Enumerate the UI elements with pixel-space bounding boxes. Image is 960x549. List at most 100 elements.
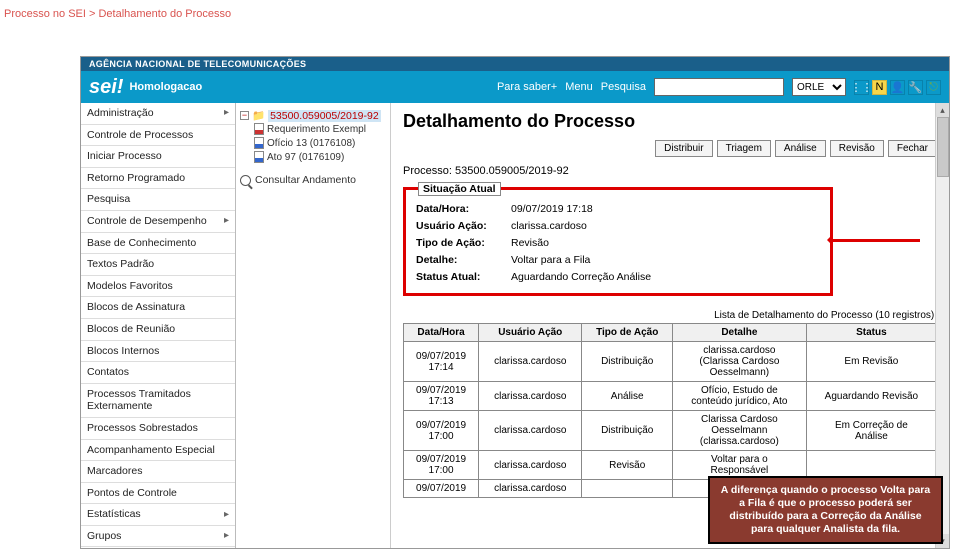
sidebar-item[interactable]: Controle de Desempenho▸ [81, 211, 235, 233]
top-links: Para saber+ Menu Pesquisa ORLE ⋮⋮N👤🔧⎋ [497, 78, 941, 96]
table-cell: clarissa.cardoso [479, 451, 582, 480]
config-icon[interactable]: 🔧 [908, 80, 923, 95]
unit-select[interactable]: ORLE [792, 78, 846, 96]
action-fechar-button[interactable]: Fechar [888, 140, 937, 157]
table-header: Status [806, 324, 936, 342]
table-cell: Distribuição [582, 411, 673, 451]
chevron-right-icon: ▸ [224, 530, 229, 542]
table-row: 09/07/2019 17:13clarissa.cardosoAnáliseO… [404, 382, 937, 411]
sidebar-item[interactable]: Base de Conhecimento [81, 233, 235, 255]
sidebar-item[interactable]: Marcadores [81, 461, 235, 483]
top-bar: sei! Homologacao Para saber+ Menu Pesqui… [81, 71, 949, 103]
sidebar-item[interactable]: Administração▸ [81, 103, 235, 125]
status-row: Usuário Ação:clarissa.cardoso [416, 217, 820, 234]
table-cell [582, 480, 673, 498]
search-input[interactable] [654, 78, 784, 96]
process-tree: − 📁 53500.059005/2019-92 Requerimento Ex… [236, 103, 391, 548]
table-cell: 09/07/2019 17:13 [404, 382, 479, 411]
sidebar-item[interactable]: Modelos Favoritos [81, 276, 235, 298]
link-menu[interactable]: Menu [565, 81, 593, 93]
sidebar-item[interactable]: Pesquisa [81, 189, 235, 211]
sidebar-item[interactable]: Contatos [81, 362, 235, 384]
sidebar: Administração▸Controle de ProcessosInici… [81, 103, 236, 548]
sidebar-item[interactable]: Acompanhamento Especial [81, 440, 235, 462]
sidebar-item[interactable]: Blocos de Assinatura [81, 297, 235, 319]
tree-root-label: 53500.059005/2019-92 [268, 110, 381, 122]
table-header: Tipo de Ação [582, 324, 673, 342]
table-header: Data/Hora [404, 324, 479, 342]
action-buttons: Distribuir TriagemAnáliseRevisãoFechar [403, 140, 937, 157]
table-header: Usuário Ação [479, 324, 582, 342]
table-cell: clarissa.cardoso [479, 382, 582, 411]
table-cell: Ofício, Estudo de conteúdo jurídico, Ato [673, 382, 807, 411]
table-cell: Análise [582, 382, 673, 411]
note-icon[interactable]: N [872, 80, 887, 95]
sidebar-item[interactable]: Blocos de Reunião [81, 319, 235, 341]
status-box: Situação Atual Data/Hora:09/07/2019 17:1… [403, 187, 833, 296]
user-icon[interactable]: 👤 [890, 80, 905, 95]
sidebar-item[interactable]: Retorno Programado [81, 168, 235, 190]
consult-andamento-link[interactable]: Consultar Andamento [240, 174, 386, 186]
callout-arrow [830, 239, 920, 242]
tree-document[interactable]: Ato 97 (0176109) [254, 150, 386, 164]
sidebar-item[interactable]: Controle de Processos [81, 125, 235, 147]
agency-bar: AGÊNCIA NACIONAL DE TELECOMUNICAÇÕES [81, 57, 949, 71]
table-cell: Clarissa Cardoso Oesselmann (clarissa.ca… [673, 411, 807, 451]
table-cell: 09/07/2019 17:00 [404, 451, 479, 480]
sidebar-item[interactable]: Grupos▸ [81, 526, 235, 548]
table-cell: clarissa.cardoso [479, 411, 582, 451]
document-icon [254, 123, 264, 135]
chevron-right-icon: ▸ [224, 107, 229, 119]
status-row: Tipo de Ação:Revisão [416, 234, 820, 251]
action-triagem-button[interactable]: Triagem [717, 140, 771, 157]
status-row: Data/Hora:09/07/2019 17:18 [416, 200, 820, 217]
action-análise-button[interactable]: Análise [775, 140, 826, 157]
sidebar-item[interactable]: Processos Sobrestados [81, 418, 235, 440]
page-title: Detalhamento do Processo [403, 111, 937, 132]
breadcrumb: Processo no SEI > Detalhamento do Proces… [0, 0, 960, 24]
table-cell: clarissa.cardoso [479, 480, 582, 498]
sidebar-item[interactable]: Estatísticas▸ [81, 504, 235, 526]
table-row: 09/07/2019 17:00clarissa.cardosoDistribu… [404, 411, 937, 451]
search-icon [240, 175, 251, 186]
folder-icon: 📁 [252, 109, 265, 122]
tree-document[interactable]: Ofício 13 (0176108) [254, 136, 386, 150]
scroll-thumb[interactable] [937, 117, 949, 177]
link-pesquisa[interactable]: Pesquisa [601, 81, 646, 93]
detail-table: Data/HoraUsuário AçãoTipo de AçãoDetalhe… [403, 323, 937, 498]
status-row: Detalhe:Voltar para a Fila [416, 251, 820, 268]
status-row: Status Atual:Aguardando Correção Análise [416, 268, 820, 285]
link-saber[interactable]: Para saber+ [497, 81, 557, 93]
process-number: Processo: 53500.059005/2019-92 [403, 165, 937, 177]
table-cell: clarissa.cardoso (Clarissa Cardoso Oesse… [673, 342, 807, 382]
table-header: Detalhe [673, 324, 807, 342]
action-revisão-button[interactable]: Revisão [830, 140, 884, 157]
table-cell: Revisão [582, 451, 673, 480]
table-cell: Em Revisão [806, 342, 936, 382]
top-icons: ⋮⋮N👤🔧⎋ [854, 80, 941, 95]
exit-icon[interactable]: ⎋ [926, 80, 941, 95]
chevron-right-icon: ▸ [224, 509, 229, 521]
callout-note: A diferença quando o processo Volta para… [708, 476, 943, 545]
app-window: AGÊNCIA NACIONAL DE TELECOMUNICAÇÕES sei… [80, 56, 950, 549]
document-icon [254, 137, 264, 149]
sidebar-item[interactable]: Inspeção Administrativa [81, 547, 235, 548]
list-caption: Lista de Detalhamento do Processo (10 re… [403, 310, 937, 321]
sidebar-item[interactable]: Pontos de Controle [81, 483, 235, 505]
grid-icon[interactable]: ⋮⋮ [854, 80, 869, 95]
sidebar-item[interactable]: Iniciar Processo [81, 146, 235, 168]
tree-root[interactable]: − 📁 53500.059005/2019-92 [240, 109, 386, 122]
action-distribuir-button[interactable]: Distribuir [655, 140, 712, 157]
table-cell: clarissa.cardoso [479, 342, 582, 382]
chevron-right-icon: ▸ [224, 215, 229, 227]
sidebar-item[interactable]: Textos Padrão [81, 254, 235, 276]
table-cell: 09/07/2019 17:14 [404, 342, 479, 382]
tree-document[interactable]: Requerimento Exempl [254, 122, 386, 136]
sidebar-item[interactable]: Blocos Internos [81, 341, 235, 363]
scroll-up-icon[interactable]: ▴ [936, 103, 949, 117]
consult-label: Consultar Andamento [255, 174, 356, 186]
document-icon [254, 151, 264, 163]
sidebar-item[interactable]: Processos Tramitados Externamente [81, 384, 235, 418]
env-label: Homologacao [129, 81, 202, 93]
table-cell: Distribuição [582, 342, 673, 382]
